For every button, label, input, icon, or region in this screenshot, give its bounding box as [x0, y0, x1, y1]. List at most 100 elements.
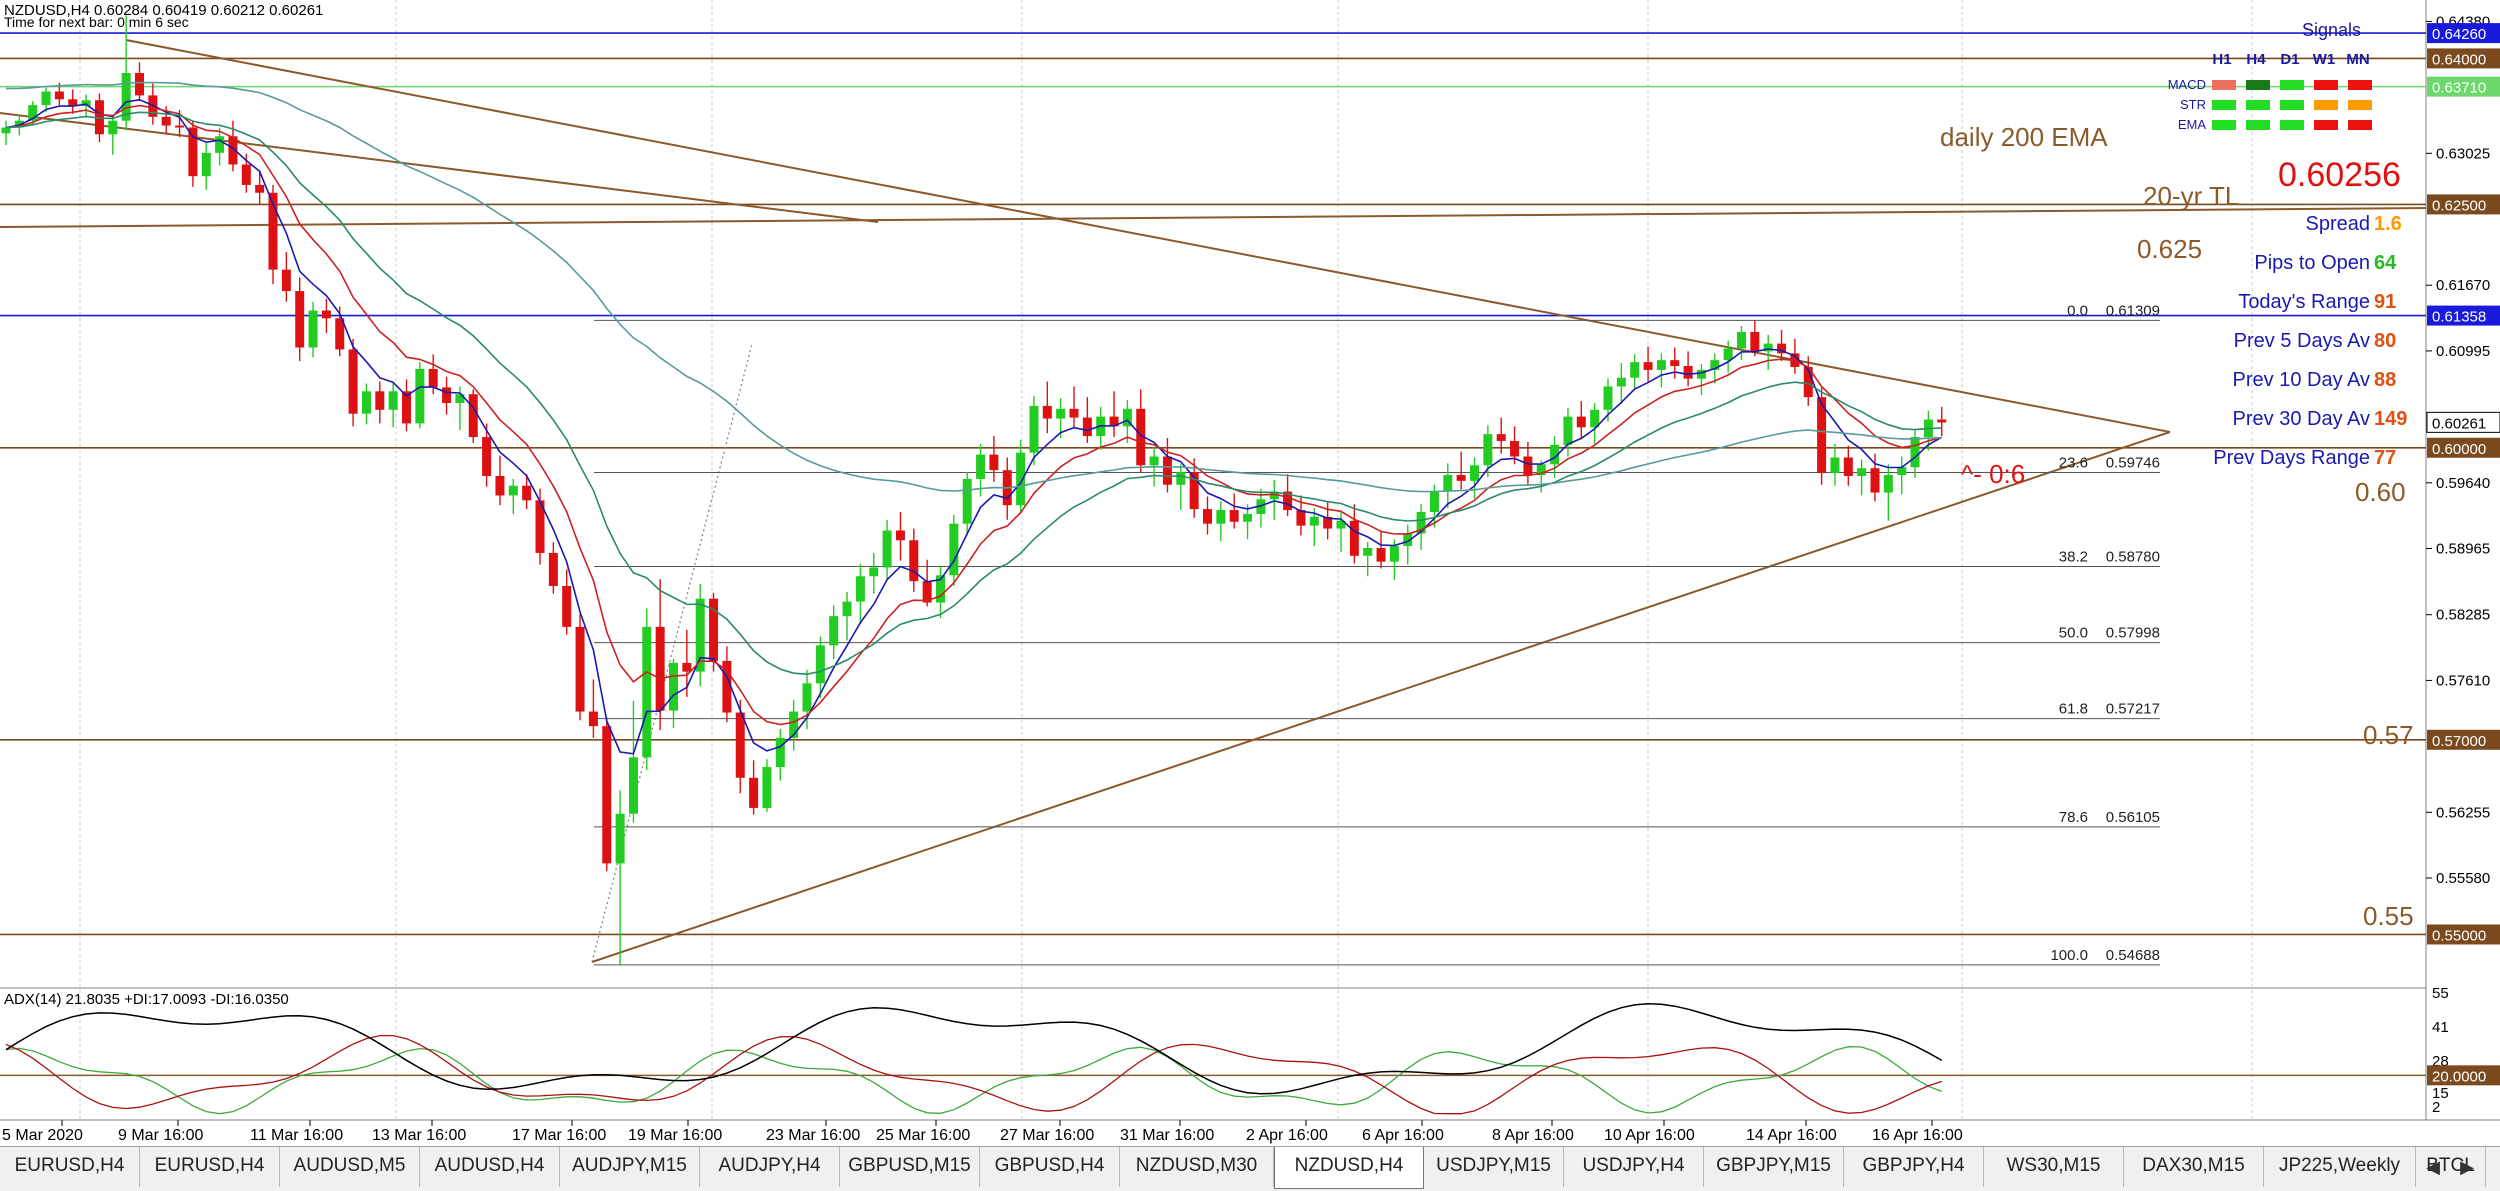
signals-title: Signals — [2302, 20, 2361, 40]
trendlines[interactable] — [0, 39, 2427, 963]
candle-bear — [135, 73, 144, 96]
chart-tab[interactable]: EURUSD,H4 — [0, 1147, 140, 1187]
price-chart[interactable]: 0.0 0.61309 23.6 0.59746 38.2 0.58780 50.0 0.57… — [0, 0, 2500, 1146]
candle-bear — [1777, 343, 1787, 354]
signal-cell — [2212, 80, 2236, 90]
fib-price-label: 0.61309 — [2106, 302, 2160, 319]
candle-bear — [682, 662, 692, 672]
chart-tab[interactable]: JP225,Weekly — [2264, 1147, 2416, 1187]
time-tick-label: 10 Apr 16:00 — [1604, 1127, 1695, 1144]
ema200-line — [5, 81, 1942, 493]
time-tick-label: 13 Mar 16:00 — [372, 1127, 466, 1144]
level-057-label: 0.57 — [2363, 720, 2414, 750]
horizontal-levels[interactable] — [0, 32, 2426, 936]
time-tick-label: 27 Mar 16:00 — [1000, 1127, 1094, 1144]
candle-bull — [1470, 465, 1479, 481]
trendline-20yr-label: 20-yr TL — [2143, 181, 2239, 211]
candle-bear — [1510, 440, 1520, 457]
trendline-lower-ascending — [591, 431, 2171, 963]
signal-cell — [2314, 120, 2338, 130]
price-tag — [2426, 411, 2500, 433]
time-axis: 5 Mar 2020 9 Mar 16:00 11 Mar 16:00 13 Mar … — [2, 1120, 1963, 1144]
fibonacci-retracement[interactable]: 0.0 0.61309 23.6 0.59746 38.2 0.58780 50.0 0.57… — [594, 302, 2160, 966]
candle-bear — [482, 437, 492, 476]
chart-tab[interactable]: GBPUSD,M15 — [840, 1147, 980, 1187]
chart-tab[interactable]: NZDUSD,M30 — [1120, 1147, 1274, 1187]
candle-bear — [588, 711, 598, 727]
signal-cell — [2212, 120, 2236, 130]
ma-fast-line — [5, 98, 1943, 755]
candle-bull — [1763, 343, 1773, 352]
stat-label: Prev Days Range — [2213, 447, 2370, 469]
time-tick-label: 23 Mar 16:00 — [766, 1127, 860, 1144]
price-tag-value: 0.64000 — [2432, 51, 2486, 68]
signal-cell — [2212, 100, 2236, 110]
candle-bear — [1670, 360, 1680, 366]
chart-tab[interactable]: DAX30,M15 — [2124, 1147, 2264, 1187]
candle-bear — [1203, 509, 1212, 524]
scroll-left-icon[interactable]: ◀ — [2426, 1157, 2440, 1177]
candle-bull — [215, 136, 225, 153]
chart-tab[interactable]: USDJPY,M15 — [1424, 1147, 1564, 1187]
signal-column-header: MN — [2346, 51, 2369, 68]
time-tick-label: 11 Mar 16:00 — [250, 1127, 343, 1144]
signal-cell — [2246, 80, 2270, 90]
signal-cell — [2314, 100, 2338, 110]
candle-bull — [201, 152, 211, 177]
fib-price-label: 0.57217 — [2106, 701, 2160, 718]
candle-bear — [722, 660, 732, 713]
candle-bear — [228, 136, 238, 165]
stat-label: Prev 10 Day Av — [2233, 369, 2370, 391]
candle-bull — [1830, 457, 1840, 474]
scroll-right-icon[interactable]: ▶ — [2460, 1157, 2474, 1177]
candle-bear — [161, 116, 171, 126]
chart-tab[interactable]: NZDUSD,H4 — [1274, 1147, 1424, 1189]
candle-bear — [54, 91, 64, 100]
chart-tab[interactable]: GBPJPY,M15 — [1704, 1147, 1844, 1187]
candle-bear — [442, 387, 452, 403]
candle-bear — [188, 127, 198, 177]
bar-timer: Time for next bar: 0 min 6 sec — [4, 14, 189, 30]
adx-tick-label: 55 — [2432, 985, 2449, 1002]
chart-tab[interactable]: GBPUSD,H4 — [980, 1147, 1120, 1187]
candle-bear — [1323, 516, 1333, 529]
price-tick-label: 0.59640 — [2436, 475, 2490, 492]
chart-tab[interactable]: EURUSD,H4 — [140, 1147, 280, 1187]
candle-bear — [922, 581, 932, 603]
signal-column-header: H1 — [2212, 51, 2231, 68]
chart-tab[interactable]: AUDUSD,M5 — [280, 1147, 420, 1187]
chart-tab[interactable]: AUDJPY,H4 — [700, 1147, 840, 1187]
candle-bear — [1803, 366, 1813, 398]
candle-bear — [1683, 365, 1693, 379]
candle-bull — [508, 485, 518, 496]
candle-bull — [842, 601, 852, 617]
candle-bull — [1910, 437, 1920, 468]
chart-tab[interactable]: AUDUSD,H4 — [420, 1147, 560, 1187]
signal-cell — [2348, 100, 2372, 110]
chart-tab[interactable]: GBPJPY,H4 — [1844, 1147, 1984, 1187]
candle-bull — [1243, 513, 1253, 522]
chart-tabs-bar: EURUSD,H4 EURUSD,H4 AUDUSD,M5 AUDUSD,H4 AUDJ… — [0, 1146, 2500, 1191]
chart-tab[interactable]: AUDJPY,M15 — [560, 1147, 700, 1187]
candle-bull — [1176, 472, 1186, 485]
candle-bear — [1643, 362, 1653, 370]
candle-bear — [1162, 456, 1172, 485]
chart-tab[interactable]: WS30,M15 — [1984, 1147, 2124, 1187]
price-tag — [2427, 76, 2500, 97]
trendline-descending-left — [0, 112, 879, 223]
candle-bear — [281, 269, 291, 292]
chart-tab[interactable]: USDJPY,H4 — [1564, 1147, 1704, 1187]
time-tick-label: 16 Apr 16:00 — [1872, 1127, 1963, 1144]
signal-cell — [2314, 80, 2338, 90]
candle-bull — [1616, 377, 1626, 387]
signal-cell — [2280, 100, 2304, 110]
fib-ratio-label: 0.0 — [2067, 302, 2088, 319]
candle-bull — [1389, 546, 1399, 562]
candle-bull — [81, 100, 91, 107]
candle-bear — [468, 394, 478, 438]
candle-bear — [749, 777, 759, 808]
time-tick-label: 9 Mar 16:00 — [118, 1127, 203, 1144]
chart-tab[interactable]: BTCL — [2416, 1147, 2486, 1187]
price-tag-value: 0.61358 — [2432, 309, 2486, 326]
candle-bull — [1443, 475, 1453, 492]
